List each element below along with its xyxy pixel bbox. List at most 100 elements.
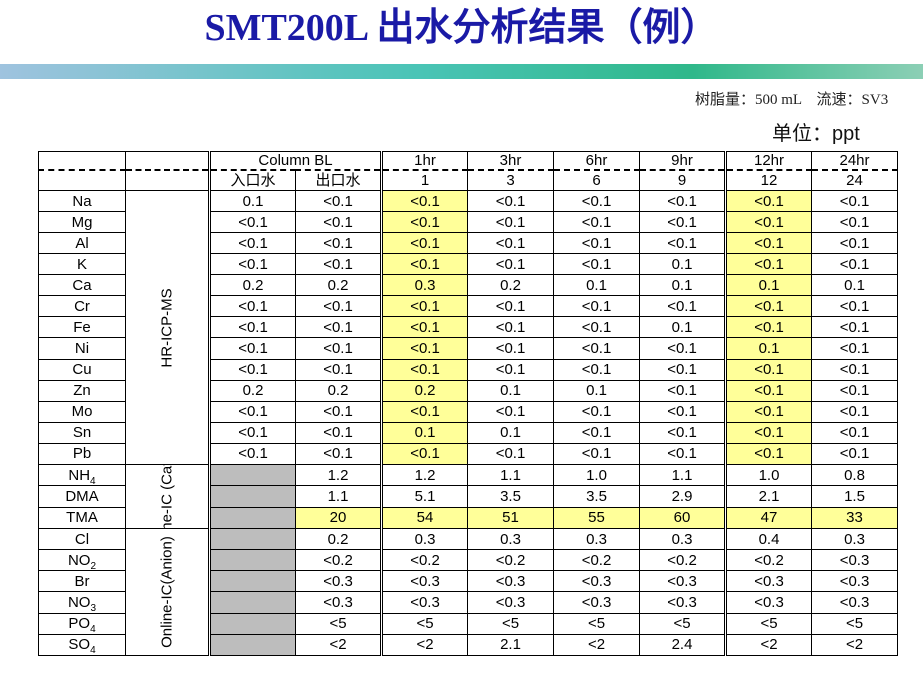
- value-cell: <0.1: [380, 295, 468, 318]
- value-cell: <0.3: [295, 570, 383, 593]
- anion-group-label-text: Online-IC(Anion): [158, 536, 176, 648]
- value-cell: <0.1: [553, 337, 640, 360]
- title-banner: [0, 64, 923, 79]
- value-cell: 1.0: [553, 463, 640, 487]
- value-cell: 0.1: [639, 274, 726, 297]
- value-cell: 0.3: [380, 527, 468, 551]
- value-cell: <0.1: [209, 400, 296, 423]
- column-bl-header: Column BL: [209, 151, 383, 171]
- value-cell: 51: [467, 506, 554, 530]
- row-label: Sn: [38, 421, 126, 444]
- header-group-corner-2: [125, 169, 211, 191]
- table-row: DMA 1.1 5.1 3.5 3.5 2.9 2.1 1.5: [38, 485, 898, 508]
- row-label: PO4: [38, 612, 126, 635]
- value-cell: 0.4: [724, 527, 812, 551]
- bv-header-1: 1: [381, 169, 468, 191]
- value-cell: <0.1: [467, 232, 554, 255]
- value-cell: <0.1: [295, 232, 383, 255]
- value-cell: 3.5: [553, 485, 640, 508]
- value-cell: 0.1: [639, 253, 726, 276]
- value-cell: 0.2: [380, 379, 468, 402]
- value-cell: <0.1: [724, 189, 812, 213]
- time-header-1hr: 1hr: [380, 151, 468, 171]
- value-cell: 0.1: [724, 337, 812, 360]
- value-cell: <0.1: [811, 358, 898, 381]
- value-cell: <0.2: [295, 549, 383, 572]
- value-cell: <0.1: [295, 189, 383, 213]
- value-cell: <0.1: [295, 295, 383, 318]
- value-cell: <5: [724, 612, 812, 635]
- value-cell: 0.2: [295, 379, 383, 402]
- value-cell: <0.3: [639, 591, 726, 614]
- icpms-group-label-text: HR-ICP-MS: [158, 287, 176, 368]
- value-cell: <0.1: [467, 189, 554, 213]
- value-cell: <5: [380, 612, 468, 635]
- value-cell: <0.1: [380, 189, 468, 213]
- value-cell: <0.1: [724, 316, 812, 339]
- value-cell: <0.1: [209, 211, 296, 234]
- value-cell: 0.1: [724, 274, 812, 297]
- value-cell: 2.1: [724, 485, 812, 508]
- value-cell: 2.9: [639, 485, 726, 508]
- header-corner: [38, 151, 126, 171]
- value-cell: 1.2: [380, 463, 468, 487]
- value-cell: 2.4: [639, 633, 726, 657]
- time-header-24hr: 24hr: [811, 151, 898, 171]
- table-row: Ca 0.2 0.2 0.3 0.2 0.1 0.1 0.1 0.1: [38, 274, 898, 297]
- value-cell: <0.1: [811, 316, 898, 339]
- bv-header-12: 12: [724, 169, 812, 191]
- value-cell: 1.1: [639, 463, 726, 487]
- value-cell: 0.2: [209, 379, 296, 402]
- value-cell: 0.2: [467, 274, 554, 297]
- value-cell: <0.3: [553, 591, 640, 614]
- row-label: DMA: [38, 485, 126, 508]
- value-cell: <0.1: [724, 379, 812, 402]
- value-cell: <0.1: [724, 442, 812, 466]
- value-cell: 5.1: [380, 485, 468, 508]
- value-cell: <0.1: [724, 253, 812, 276]
- value-cell: <0.1: [380, 232, 468, 255]
- value-cell: <0.3: [467, 570, 554, 593]
- value-cell: <0.1: [553, 421, 640, 444]
- value-cell: [209, 485, 296, 508]
- value-cell: 33: [811, 506, 898, 530]
- value-cell: 0.1: [209, 189, 296, 213]
- value-cell: <0.3: [467, 591, 554, 614]
- value-cell: [209, 527, 296, 551]
- value-cell: <0.1: [209, 337, 296, 360]
- value-cell: <0.1: [467, 295, 554, 318]
- value-cell: 0.1: [553, 379, 640, 402]
- value-cell: <5: [295, 612, 383, 635]
- value-cell: <0.3: [553, 570, 640, 593]
- value-cell: 0.1: [811, 274, 898, 297]
- value-cell: <0.3: [639, 570, 726, 593]
- value-cell: <0.1: [380, 253, 468, 276]
- value-cell: <5: [467, 612, 554, 635]
- value-cell: [209, 591, 296, 614]
- value-cell: 47: [724, 506, 812, 530]
- bv-header-24: 24: [811, 169, 898, 191]
- value-cell: <0.1: [380, 211, 468, 234]
- value-cell: <0.1: [380, 316, 468, 339]
- value-cell: <0.1: [295, 211, 383, 234]
- value-cell: <0.1: [724, 211, 812, 234]
- value-cell: <0.3: [380, 570, 468, 593]
- value-cell: 0.3: [380, 274, 468, 297]
- outlet-header: 出口水: [295, 169, 383, 191]
- bv-header-9: 9: [639, 169, 726, 191]
- value-cell: <0.1: [467, 442, 554, 466]
- value-cell: <0.1: [209, 421, 296, 444]
- row-label: TMA: [38, 506, 126, 530]
- value-cell: 1.1: [467, 463, 554, 487]
- value-cell: <0.1: [553, 295, 640, 318]
- value-cell: <0.1: [811, 232, 898, 255]
- value-cell: <0.1: [467, 337, 554, 360]
- value-cell: <5: [811, 612, 898, 635]
- value-cell: <0.1: [553, 189, 640, 213]
- value-cell: [209, 463, 296, 487]
- header-corner-2: [38, 169, 126, 191]
- value-cell: <0.1: [553, 442, 640, 466]
- value-cell: <0.1: [295, 337, 383, 360]
- row-label: Al: [38, 232, 126, 255]
- value-cell: <0.1: [811, 295, 898, 318]
